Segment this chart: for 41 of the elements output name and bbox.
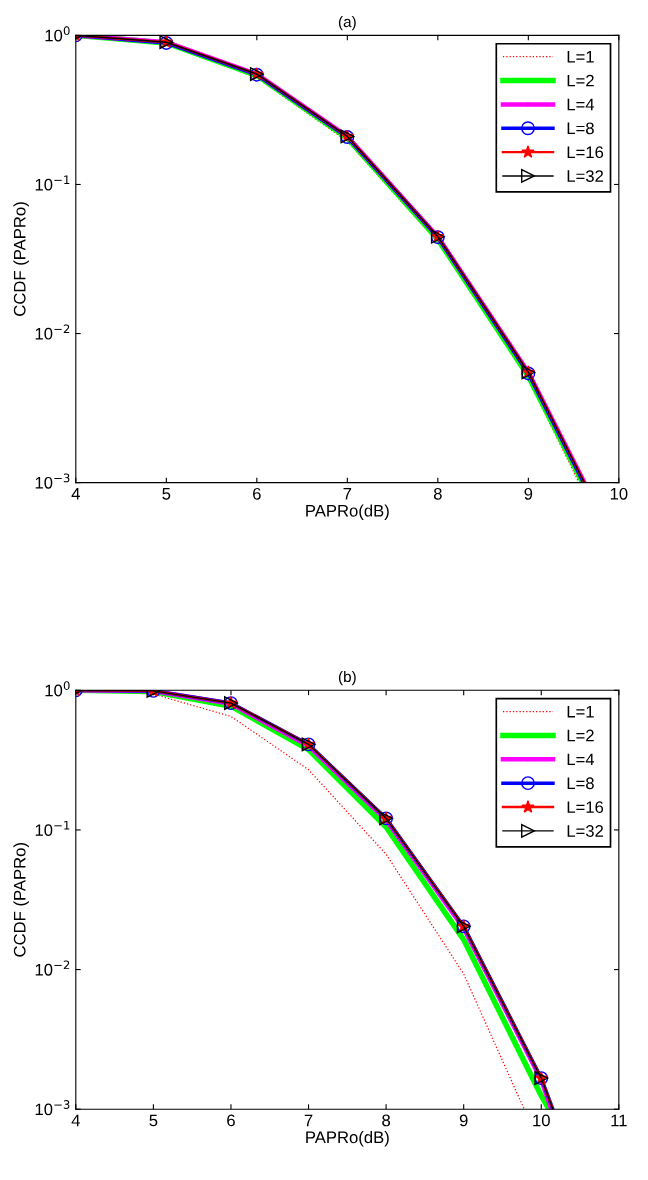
y-tick-label: 10$^{−1}$ [35, 175, 70, 191]
x-tick-label: 11 [611, 1114, 627, 1127]
legend-label: L=4 [567, 98, 595, 111]
y-tick-label: 10$^{0}$ [45, 26, 70, 42]
chart-title: (a) [338, 16, 356, 31]
y-tick-label: 10$^{−3}$ [35, 1100, 70, 1116]
y-tick-label: 10$^{−1}$ [35, 820, 70, 837]
legend-label: L=4 [567, 753, 595, 766]
x-tick-label: 6 [227, 1114, 235, 1127]
legend-label: L=8 [567, 777, 594, 790]
x-tick-label: 9 [459, 1114, 468, 1127]
x-tick-label: 7 [304, 1114, 313, 1127]
x-tick-label: 8 [433, 487, 442, 500]
y-tick-label: 10$^{−2}$ [35, 960, 70, 976]
x-axis-title: PAPRo(dB) [306, 1130, 389, 1147]
legend-label: L=1 [567, 51, 594, 63]
x-tick-label: 5 [149, 1114, 158, 1127]
legend-label: L=32 [567, 170, 603, 182]
y-tick-label: 10$^{−2}$ [35, 324, 70, 340]
legend-label: L=2 [567, 74, 594, 87]
y-tick-label: 10$^{0}$ [45, 681, 70, 697]
x-tick-label: 9 [524, 487, 533, 500]
x-tick-label: 10 [610, 487, 628, 500]
y-axis-title: CCDF (PAPRo) [13, 202, 29, 316]
x-tick-label: 4 [71, 1114, 80, 1127]
legend-label: L=32 [567, 825, 603, 837]
y-axis-title: CCDF (PAPRo) [13, 843, 29, 957]
x-tick-label: 8 [382, 1114, 391, 1127]
legend-label: L=8 [567, 122, 594, 135]
x-tick-label: 6 [253, 487, 261, 500]
y-tick-label: 10$^{−3}$ [35, 473, 70, 489]
x-tick-label: 10 [533, 1114, 550, 1127]
legend-label: L=16 [567, 146, 604, 159]
x-tick-label: 5 [162, 488, 171, 500]
legend-label: L=2 [567, 729, 594, 742]
chart-title: (b) [338, 670, 356, 686]
x-tick-label: 7 [343, 488, 352, 500]
legend-label: L=16 [567, 801, 604, 814]
x-axis-title: PAPRo(dB) [306, 504, 389, 520]
legend-label: L=1 [567, 705, 594, 718]
x-tick-label: 4 [71, 488, 80, 500]
